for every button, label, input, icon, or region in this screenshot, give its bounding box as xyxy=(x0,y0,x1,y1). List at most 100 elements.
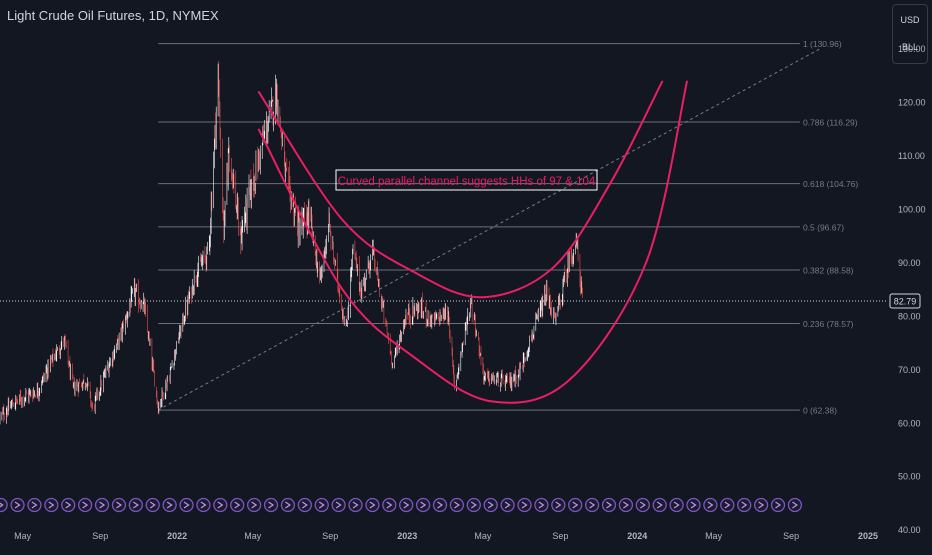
time-tick-label: 2025 xyxy=(858,531,878,541)
time-tick-label: May xyxy=(705,531,723,541)
event-marker xyxy=(737,497,752,513)
event-marker-icon xyxy=(48,501,55,509)
price-tick-label: 80.00 xyxy=(898,311,921,321)
last-price-label-box xyxy=(889,293,921,309)
curved-channel[interactable] xyxy=(257,80,689,404)
time-tick-label: 2024 xyxy=(627,531,647,541)
event-marker xyxy=(145,497,160,513)
currency-button[interactable]: USD xyxy=(900,15,920,25)
event-marker-icon xyxy=(183,501,190,509)
event-marker-icon xyxy=(251,501,258,509)
event-marker-icon xyxy=(555,501,562,509)
event-marker-icon xyxy=(572,501,579,509)
event-marker-icon xyxy=(403,501,410,509)
fib-level-label: 0.236 (78.57) xyxy=(803,319,854,329)
time-tick-label: May xyxy=(474,531,492,541)
event-marker-icon xyxy=(31,501,38,509)
event-marker-icon xyxy=(268,501,275,509)
price-axis[interactable]: 130.00 120.00 110.00 100.00 90.00 80.00 70.00 6… xyxy=(898,44,926,535)
event-marker-icon xyxy=(504,501,511,509)
price-tick-label: 100.00 xyxy=(898,205,926,215)
annotation-group[interactable]: Curved parallel channel suggests HHs of … xyxy=(335,169,598,191)
event-marker-icon xyxy=(369,501,376,509)
event-marker xyxy=(551,497,566,513)
event-marker xyxy=(449,497,465,513)
event-marker xyxy=(635,497,650,513)
event-marker-icon xyxy=(65,501,72,509)
event-marker xyxy=(432,497,448,513)
channel-upper-curve xyxy=(257,80,664,299)
unit-button[interactable]: BLL xyxy=(901,42,918,52)
fib-level-label: 0.5 (96.67) xyxy=(803,222,844,232)
price-tick-label: 120.00 xyxy=(898,98,926,108)
event-marker-icon xyxy=(166,501,173,509)
time-tick-label: Sep xyxy=(783,531,799,541)
event-marker-icon xyxy=(454,501,460,509)
price-tick-label: 60.00 xyxy=(898,418,921,428)
event-marker-icon xyxy=(301,501,308,509)
event-marker xyxy=(399,497,414,513)
event-marker xyxy=(483,497,498,513)
event-marker xyxy=(720,497,735,513)
fib-level-label: 0.382 (88.58) xyxy=(803,266,854,276)
time-tick-label: May xyxy=(14,531,32,541)
event-marker xyxy=(365,497,380,513)
fib-level-label: 0.618 (104.76) xyxy=(803,179,858,189)
event-marker-icon xyxy=(606,501,613,509)
event-marker xyxy=(10,497,25,513)
fib-level-label: 0.786 (116.29) xyxy=(803,117,858,127)
event-marker-icon xyxy=(690,501,697,509)
event-marker xyxy=(27,497,42,513)
event-marker-icon xyxy=(99,501,106,509)
trend-line[interactable] xyxy=(157,48,821,411)
event-marker xyxy=(770,497,786,513)
candles-group xyxy=(0,60,583,425)
event-marker xyxy=(77,497,93,513)
fibonacci-retracement[interactable]: 1 (130.96) 0.786 (116.29) 0.618 (104.76) 0.… xyxy=(158,39,858,416)
event-marker xyxy=(348,497,363,513)
event-marker xyxy=(415,497,431,513)
event-marker xyxy=(686,497,701,513)
time-tick-label: 2023 xyxy=(397,531,417,541)
event-marker-icon xyxy=(487,501,494,509)
event-marker-icon xyxy=(14,501,21,509)
channel-lower-curve xyxy=(257,80,689,404)
event-marker xyxy=(466,497,481,513)
time-tick-label: 2022 xyxy=(167,531,187,541)
event-marker-icon xyxy=(132,501,139,509)
price-tick-label: 40.00 xyxy=(898,525,921,535)
symbol-title[interactable]: Light Crude Oil Futures, 1D, NYMEX xyxy=(7,8,219,23)
event-marker xyxy=(618,497,634,513)
event-marker-icon xyxy=(521,501,528,509)
time-tick-label: Sep xyxy=(322,531,338,541)
event-marker xyxy=(297,497,312,513)
time-tick-label: Sep xyxy=(552,531,568,541)
time-axis[interactable]: May Sep 2022 May Sep 2023 May Sep 2024 May Sep 2025 xyxy=(14,531,878,541)
event-marker-icon xyxy=(656,501,663,509)
unit-selector[interactable] xyxy=(892,4,928,64)
event-marker-icon xyxy=(420,501,427,509)
event-markers[interactable] xyxy=(0,497,803,513)
event-marker xyxy=(263,497,279,513)
event-marker xyxy=(111,497,127,513)
event-marker-icon xyxy=(82,501,89,509)
event-marker xyxy=(787,497,803,513)
event-marker xyxy=(601,497,617,513)
event-marker xyxy=(61,497,76,513)
time-tick-label: Sep xyxy=(92,531,108,541)
last-price-label: 82.79 xyxy=(894,296,917,306)
event-marker-icon xyxy=(437,501,444,509)
event-marker xyxy=(196,497,211,513)
event-marker xyxy=(94,497,110,513)
annotation-box[interactable] xyxy=(335,169,598,191)
event-marker xyxy=(753,497,769,513)
event-marker xyxy=(162,497,177,513)
event-marker xyxy=(44,497,59,513)
event-marker xyxy=(314,497,329,513)
price-tick-label: 50.00 xyxy=(898,472,921,482)
event-marker xyxy=(230,497,245,513)
event-marker-icon xyxy=(639,501,646,509)
event-marker xyxy=(213,497,228,513)
event-marker-icon xyxy=(724,501,731,509)
